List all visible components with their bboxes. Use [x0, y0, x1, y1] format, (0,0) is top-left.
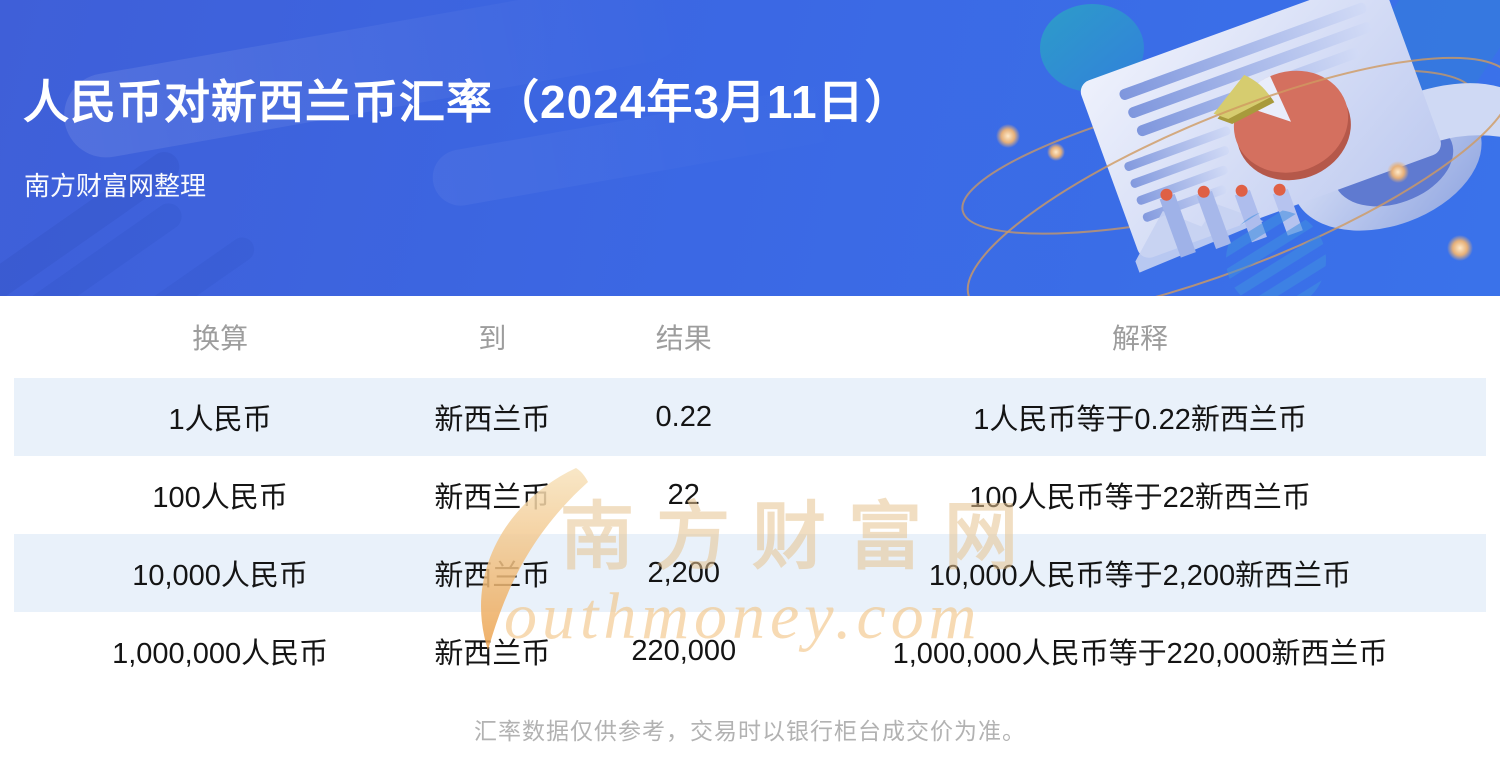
cell-convert: 1,000,000人民币 — [112, 638, 329, 670]
table-row: 1,000,000人民币 新西兰币 220,000 1,000,000人民币等于… — [14, 612, 1486, 690]
cell-result: 2,200 — [647, 556, 721, 589]
table-header-row: 换算 到 结果 解释 — [14, 296, 1486, 378]
bar-chart-icon — [1135, 183, 1303, 273]
page-title: 人民币对新西兰币汇率（2024年3月11日） — [23, 76, 912, 128]
table-row: 100人民币 新西兰币 22 100人民币等于22新西兰币 — [14, 456, 1486, 534]
cell-convert: 100人民币 — [152, 482, 288, 514]
finance-document-illustration — [961, 0, 1500, 296]
cell-to: 新西兰币 — [434, 638, 551, 670]
cell-explain: 10,000人民币等于2,200新西兰币 — [928, 560, 1352, 592]
rate-table: 换算 到 结果 解释 1人民币 新西兰币 0.22 1人民币等于0.22新西兰币… — [14, 296, 1486, 690]
cell-result: 22 — [667, 478, 700, 511]
disclaimer: 汇率数据仅供参考，交易时以银行柜台成交价为准。 — [474, 718, 1026, 744]
cell-result: 220,000 — [631, 634, 737, 667]
banner-dark-stripe — [0, 198, 187, 296]
col-header-explain: 解释 — [1112, 323, 1169, 354]
cell-explain: 1,000,000人民币等于220,000新西兰币 — [892, 638, 1388, 670]
cell-to: 新西兰币 — [434, 560, 551, 592]
cell-to: 新西兰币 — [434, 404, 551, 436]
banner: 人民币对新西兰币汇率（2024年3月11日） 南方财富网整理 — [0, 0, 1500, 296]
cell-explain: 100人民币等于22新西兰币 — [969, 482, 1311, 514]
cell-convert: 10,000人民币 — [132, 560, 308, 592]
orbit-beads — [996, 124, 1473, 261]
cell-result: 0.22 — [655, 400, 712, 433]
striped-circle — [1226, 210, 1326, 296]
banner-dark-stripe — [81, 232, 259, 296]
col-header-result: 结果 — [655, 323, 712, 354]
banner-source: 南方财富网整理 — [24, 171, 207, 201]
table-row: 1人民币 新西兰币 0.22 1人民币等于0.22新西兰币 — [14, 378, 1486, 456]
col-header-convert: 换算 — [192, 323, 249, 354]
col-header-to: 到 — [478, 323, 507, 354]
table-row: 10,000人民币 新西兰币 2,200 10,000人民币等于2,200新西兰… — [14, 534, 1486, 612]
cell-explain: 1人民币等于0.22新西兰币 — [973, 404, 1307, 436]
cell-convert: 1人民币 — [168, 404, 272, 436]
pie-chart-icon — [1213, 70, 1351, 181]
cell-to: 新西兰币 — [434, 482, 551, 514]
